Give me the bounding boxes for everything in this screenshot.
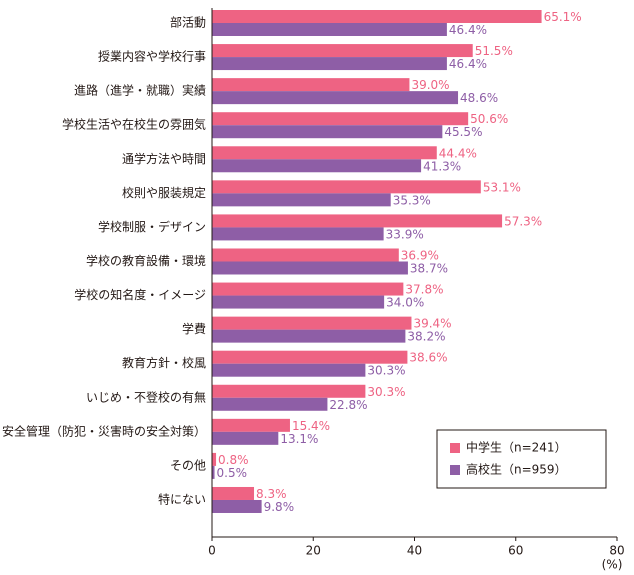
x-axis-label: (%) xyxy=(602,558,623,572)
bar xyxy=(212,57,447,71)
bar xyxy=(212,112,469,126)
bar xyxy=(212,329,406,343)
value-label: 39.0% xyxy=(411,78,449,92)
y-tick-label: 部活動 xyxy=(170,15,206,30)
bar xyxy=(212,23,447,36)
y-tick-label: 安全管理（防犯・災害時の安全対策） xyxy=(2,423,206,438)
x-tick-label: 20 xyxy=(306,544,321,558)
y-tick-label: その他 xyxy=(170,458,206,472)
bar xyxy=(212,91,459,105)
bar xyxy=(212,452,217,466)
value-label: 13.1% xyxy=(280,432,318,446)
bar xyxy=(212,10,542,23)
value-label: 36.9% xyxy=(401,248,439,262)
legend-swatch xyxy=(450,443,460,453)
y-tick-label: 学校の教育設備・環境 xyxy=(86,253,206,268)
value-label: 34.0% xyxy=(386,296,424,310)
value-label: 35.3% xyxy=(393,193,431,207)
x-tick-label: 80 xyxy=(609,544,624,558)
x-tick-label: 40 xyxy=(407,544,422,558)
y-tick-label: 授業内容や学校行事 xyxy=(98,49,206,64)
bar xyxy=(212,465,215,479)
value-label: 15.4% xyxy=(292,419,330,433)
bar xyxy=(212,418,290,432)
y-tick-label: 学費 xyxy=(182,321,206,336)
value-label: 38.6% xyxy=(409,351,447,365)
bar xyxy=(212,78,410,92)
value-label: 48.6% xyxy=(460,91,498,105)
legend-label: 中学生（n=241） xyxy=(466,440,567,455)
bar xyxy=(212,431,279,445)
legend-box xyxy=(436,429,607,489)
value-label: 9.8% xyxy=(264,500,295,514)
value-label: 57.3% xyxy=(504,214,542,228)
y-tick-label: 教育方針・校風 xyxy=(122,355,206,370)
value-label: 46.4% xyxy=(449,23,487,37)
bar xyxy=(212,146,437,160)
value-label: 51.5% xyxy=(475,44,513,58)
value-label: 22.8% xyxy=(329,398,367,412)
bar xyxy=(212,248,399,262)
value-label: 46.4% xyxy=(449,57,487,71)
x-tick-label: 0 xyxy=(208,544,216,558)
bar xyxy=(212,295,385,309)
bar xyxy=(212,486,255,500)
value-label: 65.1% xyxy=(544,10,582,24)
y-tick-label: 通学方法や時間 xyxy=(122,151,206,166)
y-tick-label: いじめ・不登校の有無 xyxy=(86,389,206,404)
bar xyxy=(212,261,408,275)
bar xyxy=(212,350,408,364)
value-label: 0.5% xyxy=(217,466,248,480)
value-label: 37.8% xyxy=(405,283,443,297)
bar xyxy=(212,227,384,241)
value-label: 41.3% xyxy=(423,159,461,173)
legend-swatch xyxy=(450,465,460,475)
y-tick-label: 学校生活や在校生の雰囲気 xyxy=(62,117,206,132)
y-tick-label: 特にない xyxy=(158,491,206,506)
value-label: 44.4% xyxy=(439,146,477,160)
value-label: 8.3% xyxy=(256,487,287,501)
value-label: 33.9% xyxy=(386,227,424,241)
legend-label: 高校生（n=959） xyxy=(466,462,567,477)
y-tick-label: 学校の知名度・イメージ xyxy=(74,287,206,302)
y-tick-label: 進路（進学・就職）実績 xyxy=(74,83,206,98)
bar xyxy=(212,193,391,207)
bar xyxy=(212,499,262,513)
value-label: 0.8% xyxy=(218,453,249,467)
value-label: 50.6% xyxy=(470,112,508,126)
bar xyxy=(212,384,366,398)
bar xyxy=(212,44,473,58)
bar xyxy=(212,125,443,139)
value-label: 39.4% xyxy=(413,317,451,331)
value-label: 38.7% xyxy=(410,261,448,275)
bar xyxy=(212,159,422,173)
bar xyxy=(212,282,404,296)
value-label: 30.3% xyxy=(367,385,405,399)
value-label: 45.5% xyxy=(444,125,482,139)
value-label: 53.1% xyxy=(483,180,521,194)
y-tick-label: 学校制服・デザイン xyxy=(98,219,206,234)
bar xyxy=(212,214,503,228)
y-tick-label: 校則や服装規定 xyxy=(122,185,206,200)
x-tick-label: 60 xyxy=(508,544,523,558)
bar xyxy=(212,316,412,330)
bar xyxy=(212,363,366,377)
bar xyxy=(212,397,328,411)
value-label: 38.2% xyxy=(407,330,445,344)
bar xyxy=(212,180,481,194)
value-label: 30.3% xyxy=(367,364,405,378)
